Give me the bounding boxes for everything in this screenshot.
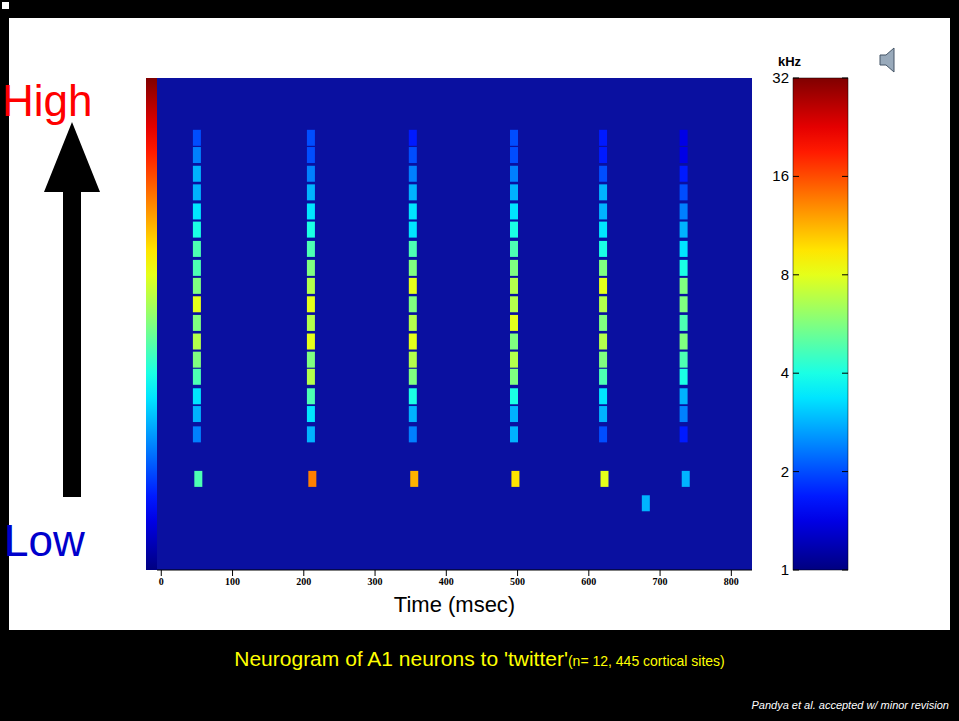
svg-text:32: 32 [772, 69, 789, 86]
svg-text:600: 600 [581, 576, 596, 587]
svg-text:100: 100 [225, 576, 240, 587]
svg-text:800: 800 [724, 576, 739, 587]
svg-text:8: 8 [781, 266, 789, 283]
svg-text:16: 16 [772, 167, 789, 184]
svg-text:500: 500 [510, 576, 525, 587]
html-text:High: High [2, 76, 93, 125]
html-text:Neurogram of A1 neurons to 'tw: Neurogram of A1 neurons to 'twitter'(n= … [234, 647, 725, 670]
svg-text:200: 200 [296, 576, 311, 587]
svg-text:2: 2 [781, 463, 789, 480]
html-text:Time (msec): Time (msec) [393, 592, 516, 617]
html-text:Low: Low [4, 516, 85, 565]
svg-text:4: 4 [781, 364, 789, 381]
svg-text:700: 700 [653, 576, 668, 587]
svg-text:400: 400 [439, 576, 454, 587]
html-text:Pandya et al. accepted w/ mino: Pandya et al. accepted w/ minor revision [751, 699, 949, 711]
svg-text:1: 1 [781, 561, 789, 578]
svg-text:300: 300 [368, 576, 383, 587]
svg-text:kHz: kHz [778, 54, 802, 69]
svg-text:0: 0 [159, 576, 164, 587]
